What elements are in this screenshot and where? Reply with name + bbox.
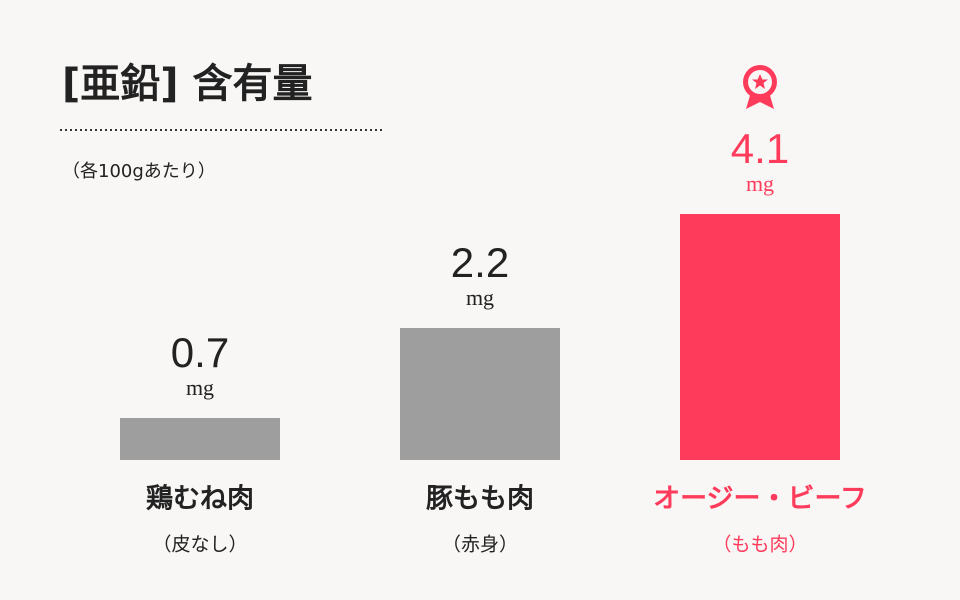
value-unit: mg — [186, 375, 214, 400]
chart-title: [亜鉛] 含有量 — [62, 61, 313, 107]
bar — [120, 418, 280, 460]
category-note: （赤身） — [442, 534, 518, 556]
value-unit: mg — [466, 285, 494, 310]
value-label: 4.1 — [731, 125, 789, 172]
category-note: （皮なし） — [152, 534, 247, 556]
value-unit: mg — [746, 171, 774, 196]
value-label: 2.2 — [451, 239, 509, 286]
category-label: 鶏むね肉 — [146, 484, 254, 515]
bar — [400, 328, 560, 460]
category-note: （もも肉） — [712, 534, 807, 556]
category-label: オージー・ビーフ — [653, 484, 867, 515]
category-label: 豚もも肉 — [426, 484, 534, 515]
chart-subtitle: （各100gあたり） — [62, 161, 216, 182]
medal-icon — [743, 65, 777, 109]
bar — [680, 214, 840, 460]
value-label: 0.7 — [171, 329, 229, 376]
